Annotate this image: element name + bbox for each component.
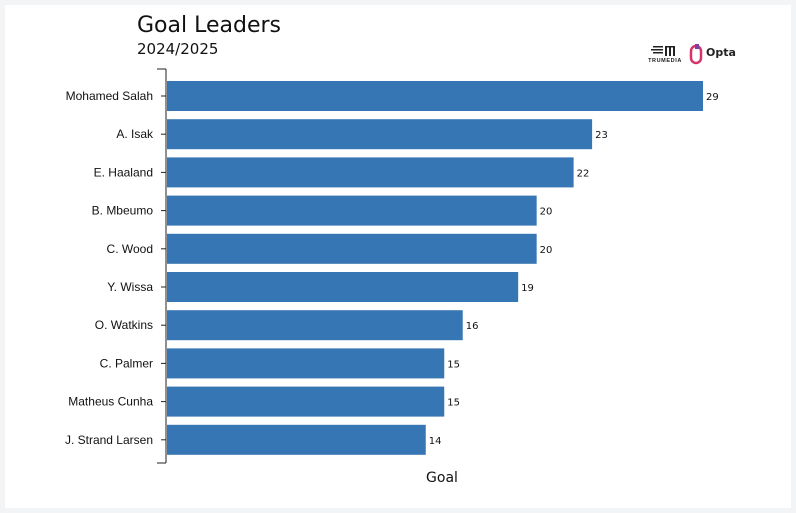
bar (167, 119, 593, 150)
chart-subtitle: 2024/2025 (137, 40, 219, 58)
chart-title: Goal Leaders (137, 13, 281, 38)
opta-logo-text: Opta (706, 46, 736, 59)
y-tick-label: J. Strand Larsen (65, 433, 153, 447)
y-tick-label: Y. Wissa (107, 280, 153, 294)
bar (167, 195, 537, 226)
bar (167, 233, 537, 264)
data-label: 20 (540, 207, 553, 218)
data-label: 19 (521, 283, 534, 294)
y-tick-label: Mohamed Salah (66, 89, 153, 103)
opta-logo-icon (689, 44, 703, 65)
data-label: 15 (447, 359, 460, 370)
data-label: 23 (595, 130, 608, 141)
y-tick-label: E. Haaland (94, 165, 153, 179)
trumedia-logo: TRUMEDIA (645, 44, 685, 68)
y-tick-label: Matheus Cunha (68, 395, 153, 409)
data-label: 14 (429, 436, 442, 447)
data-label: 16 (466, 321, 479, 332)
y-tick-label: C. Palmer (100, 356, 153, 370)
bar (167, 386, 445, 417)
logo-group: TRUMEDIA Opta (645, 44, 745, 68)
bar (167, 157, 574, 188)
y-tick-label: B. Mbeumo (92, 204, 154, 218)
bar (167, 81, 703, 111)
data-label: 22 (577, 168, 590, 179)
y-tick-label: O. Watkins (95, 318, 153, 332)
bar (167, 310, 463, 341)
data-label: 29 (706, 92, 719, 103)
data-label: 20 (540, 245, 553, 256)
bar (167, 348, 445, 379)
y-tick-label: A. Isak (116, 127, 154, 141)
x-axis-label: Goal (426, 470, 458, 486)
data-label: 15 (447, 398, 460, 409)
bar (167, 424, 426, 455)
trumedia-logo-text: TRUMEDIA (648, 58, 682, 64)
trumedia-logo-icon (651, 46, 675, 56)
bar (167, 272, 519, 302)
opta-logo: Opta (689, 44, 745, 68)
y-tick-label: C. Wood (107, 242, 153, 256)
